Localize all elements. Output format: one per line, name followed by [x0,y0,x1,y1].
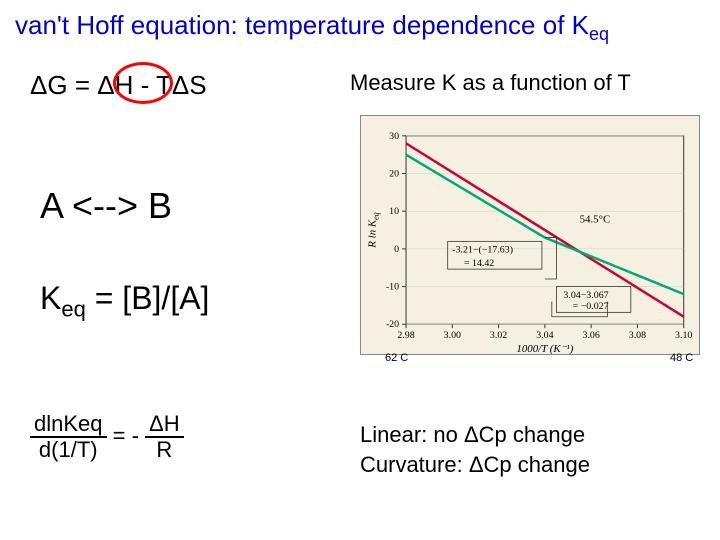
svg-text:20: 20 [389,168,399,179]
delta-h-highlight-oval [113,62,173,104]
linear-line2: Curvature: ΔCp change [360,450,590,480]
numerator-dh: ΔH [145,412,184,438]
denominator-d1t: d(1/T) [30,438,107,462]
svg-text:30: 30 [389,131,399,142]
svg-text:3.08: 3.08 [629,330,646,341]
svg-text:54.5°C: 54.5°C [580,214,611,226]
svg-text:= 14.42: = 14.42 [464,258,494,269]
interpretation-text: Linear: no ΔCp change Curvature: ΔCp cha… [360,420,590,479]
svg-text:-10: -10 [386,282,399,293]
svg-text:-3.21−(−17.63): -3.21−(−17.63) [452,245,513,256]
svg-text:3.00: 3.00 [444,330,461,341]
keq-equation: Keq = [B]/[A] [40,280,209,322]
svg-text:3.04: 3.04 [536,330,553,341]
svg-text:3.04−3.067: 3.04−3.067 [563,290,608,301]
svg-text:= −0.027: = −0.027 [573,301,609,312]
denominator-r: R [145,438,184,462]
temp-48c-label: 48 C [670,352,693,364]
temp-62c-label: 62 C [385,352,408,364]
measure-k-text: Measure K as a function of T [350,70,631,96]
vant-hoff-derivative: dlnKeq d(1/T) = - ΔH R [30,412,184,462]
svg-text:0: 0 [394,244,399,255]
svg-text:R ln Keq: R ln Keq [366,212,380,248]
slide-title: van't Hoff equation: temperature depende… [15,10,715,45]
vant-hoff-plot: -20 -10 0 10 20 30 2.98 3.00 3.02 3.04 3.06 3.08 3.1… [360,115,700,355]
equals-minus: = - [113,423,145,448]
numerator-dlnkeq: dlnKeq [30,412,107,438]
svg-text:10: 10 [389,206,399,217]
svg-text:3.10: 3.10 [675,330,692,341]
svg-text:2.98: 2.98 [397,330,414,341]
svg-text:3.02: 3.02 [490,330,507,341]
linear-line1: Linear: no ΔCp change [360,420,590,450]
svg-text:-20: -20 [386,319,399,330]
svg-text:1000/T (K⁻¹): 1000/T (K⁻¹) [516,343,573,354]
svg-text:3.06: 3.06 [582,330,599,341]
reaction-equation: A <--> B [40,185,172,227]
